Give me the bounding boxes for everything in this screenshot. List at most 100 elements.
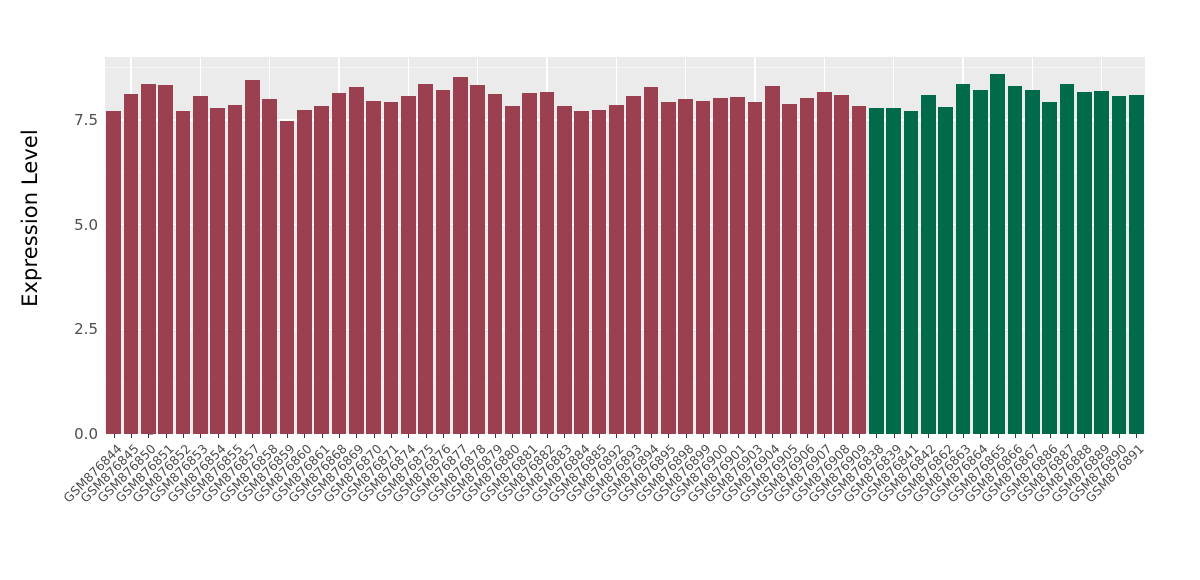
- bar: [661, 102, 676, 434]
- bar: [678, 98, 693, 434]
- x-axis-tick-mark: [321, 434, 323, 438]
- x-axis-tick-labels: GSM876844 GSM876845 GSM876850 GSM876851 GSM8…: [60, 441, 1195, 571]
- x-axis-tick-mark: [581, 434, 583, 438]
- x-axis-tick-mark: [235, 434, 236, 438]
- x-axis-tick-mark: [408, 434, 410, 438]
- x-axis-tick-mark: [824, 434, 826, 438]
- bar: [297, 109, 312, 434]
- x-axis-tick-mark: [269, 434, 271, 438]
- x-axis-tick-mark: [737, 434, 739, 438]
- bar: [418, 83, 433, 434]
- y-axis-tick-label: 7.5: [74, 110, 98, 129]
- bar: [609, 104, 624, 434]
- bar: [401, 96, 416, 434]
- x-axis-tick-mark: [633, 434, 635, 438]
- x-axis-tick-mark: [1067, 434, 1068, 438]
- bar: [141, 83, 156, 434]
- x-axis-tick-mark: [252, 434, 254, 438]
- y-axis-tick-label: 2.5: [74, 320, 98, 339]
- x-axis-tick-mark: [1101, 434, 1103, 438]
- bar: [1094, 91, 1109, 434]
- bar: [799, 98, 815, 434]
- bar: [591, 109, 607, 434]
- gridline-horizontal-minor: [105, 276, 1145, 278]
- x-axis-tick-mark: [547, 434, 548, 438]
- bar: [366, 101, 381, 434]
- bar: [1042, 102, 1057, 434]
- y-axis-tick-mark: [149, 433, 153, 435]
- bar: [331, 93, 347, 434]
- x-axis-tick-mark: [304, 434, 306, 438]
- bar: [314, 105, 329, 434]
- bar: [123, 93, 139, 434]
- x-axis-tick-mark: [911, 434, 912, 438]
- x-axis-tick-mark: [685, 434, 687, 438]
- bar: [349, 87, 364, 434]
- bar: [435, 89, 451, 434]
- x-axis-tick-mark: [945, 434, 947, 438]
- x-axis-tick-mark: [980, 434, 982, 438]
- bar: [1111, 95, 1127, 434]
- x-axis-tick-mark: [1136, 434, 1138, 438]
- bar: [921, 94, 936, 434]
- bar: [453, 77, 468, 434]
- x-axis-tick-mark: [113, 434, 115, 438]
- bar: [193, 96, 208, 434]
- x-axis-tick-mark: [1015, 434, 1016, 438]
- x-axis-tick-mark: [997, 434, 999, 438]
- x-axis-tick-mark: [841, 434, 843, 438]
- x-axis-tick-mark: [859, 434, 860, 438]
- bar: [730, 97, 745, 434]
- x-axis-tick-mark: [1032, 434, 1034, 438]
- gridline-horizontal-minor: [105, 67, 1145, 69]
- bar: [851, 105, 867, 434]
- y-axis-title-text: Expression Level: [18, 128, 43, 307]
- x-axis-tick-mark: [443, 434, 444, 438]
- x-axis-tick-mark: [599, 434, 600, 438]
- bar: [210, 108, 225, 434]
- bar: [1129, 94, 1144, 434]
- bar: [990, 73, 1005, 434]
- x-axis-tick-mark: [391, 434, 392, 438]
- bar: [279, 120, 295, 434]
- x-axis-tick-mark: [495, 434, 496, 438]
- y-axis-tick-labels: 0.0 2.5 5.0 7.5: [50, 0, 153, 580]
- bar: [470, 84, 485, 434]
- x-axis-tick-mark: [148, 434, 150, 438]
- plot-panel: [105, 57, 1145, 434]
- gridline-horizontal-major: [105, 119, 1145, 121]
- x-axis-tick-mark: [131, 434, 132, 438]
- bar: [713, 98, 728, 434]
- bar: [1007, 85, 1023, 434]
- x-axis-tick-mark: [217, 434, 219, 438]
- bar: [557, 105, 572, 434]
- x-axis-tick-mark: [425, 434, 427, 438]
- x-axis-tick-mark: [373, 434, 375, 438]
- bar: [574, 110, 589, 434]
- bar: [262, 98, 277, 434]
- gridline-horizontal-major: [105, 328, 1145, 330]
- bar: [747, 102, 763, 434]
- bar: [765, 85, 780, 434]
- bar: [903, 110, 919, 434]
- bar: [522, 93, 537, 434]
- gridline-horizontal-major: [105, 433, 1145, 434]
- bar: [1077, 92, 1092, 434]
- x-axis-tick-mark: [807, 434, 808, 438]
- bar: [158, 84, 173, 434]
- bar: [626, 96, 641, 434]
- x-axis-tick-mark: [529, 434, 531, 438]
- x-axis-tick-mark: [339, 434, 340, 438]
- x-axis-tick-mark: [772, 434, 774, 438]
- bar: [1025, 89, 1040, 434]
- x-axis-tick-mark: [616, 434, 618, 438]
- x-axis-tick-mark: [963, 434, 964, 438]
- bar: [106, 110, 121, 434]
- gridline-horizontal-minor: [105, 381, 1145, 383]
- bar: [539, 92, 555, 434]
- y-axis-tick-label: 0.0: [74, 425, 98, 443]
- x-axis-tick-mark: [477, 434, 479, 438]
- y-axis-tick-label: 5.0: [74, 215, 98, 234]
- x-axis-tick-mark: [703, 434, 704, 438]
